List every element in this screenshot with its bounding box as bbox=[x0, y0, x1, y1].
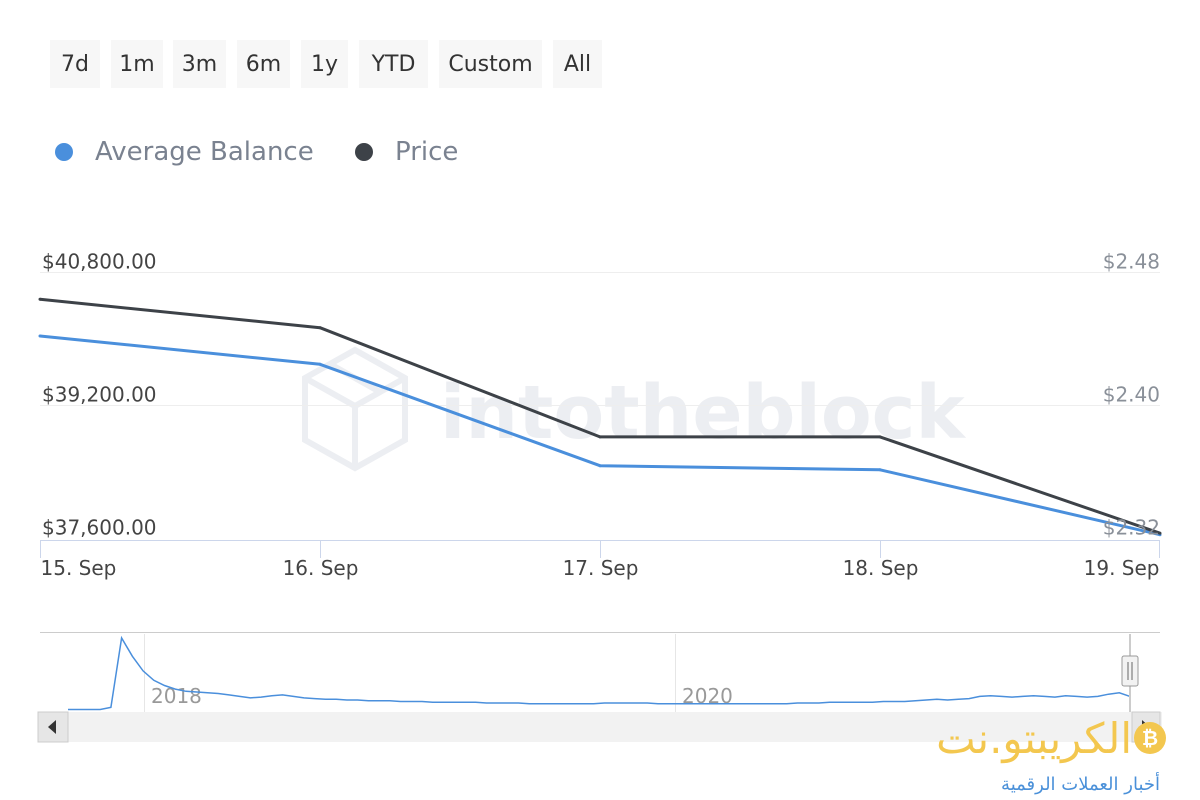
legend-dot-price bbox=[355, 143, 373, 161]
data-point-average-balance bbox=[318, 362, 322, 366]
range-button-6m[interactable]: 6m bbox=[237, 40, 290, 88]
legend-dot-average-balance bbox=[55, 143, 73, 161]
grid-layer bbox=[40, 272, 1160, 406]
range-button-ytd[interactable]: YTD bbox=[359, 40, 428, 88]
range-button-1y[interactable]: 1y bbox=[301, 40, 348, 88]
legend-item-average-balance[interactable]: Average Balance bbox=[55, 134, 314, 170]
data-point-average-balance bbox=[878, 468, 882, 472]
y-left-tick-label: $39,200.00 bbox=[42, 383, 157, 407]
x-tick-label: 17. Sep bbox=[563, 556, 639, 580]
data-point-price bbox=[878, 435, 882, 439]
y-right-tick-label: $2.40 bbox=[1103, 383, 1160, 407]
data-point-price bbox=[38, 297, 42, 301]
watermark-logo-icon bbox=[302, 346, 408, 472]
legend-item-price[interactable]: Price bbox=[355, 134, 458, 170]
data-point-average-balance bbox=[38, 334, 42, 338]
alcrypto-logo: الكريبتو.نت ₿ أخبار العملات الرقمية bbox=[860, 708, 1200, 800]
series-line-price bbox=[39, 297, 1161, 535]
y-right-tick-label: $2.32 bbox=[1103, 516, 1160, 540]
x-tick-label: 18. Sep bbox=[843, 556, 919, 580]
main-chart: $40,800.00 $39,200.00 $37,600.00 $2.48 $2.40… bbox=[38, 250, 1162, 581]
data-point-price bbox=[318, 326, 322, 330]
x-tick-label: 15. Sep bbox=[41, 556, 117, 580]
data-point-price bbox=[1158, 531, 1162, 535]
x-tick-label: 19. Sep bbox=[1084, 556, 1160, 580]
navigator-handle-right[interactable] bbox=[1121, 655, 1139, 687]
logo-subtitle: أخبار العملات الرقمية bbox=[1001, 774, 1160, 795]
range-button-all[interactable]: All bbox=[553, 40, 602, 88]
y-left-tick-label: $37,600.00 bbox=[42, 516, 157, 540]
y-left-tick-label: $40,800.00 bbox=[42, 250, 157, 274]
range-button-1m[interactable]: 1m bbox=[111, 40, 163, 88]
axis-layer bbox=[40, 540, 1160, 558]
watermark-text: intotheblock bbox=[440, 370, 967, 456]
data-point-price bbox=[598, 435, 602, 439]
y-right-tick-label: $2.48 bbox=[1103, 250, 1160, 274]
range-button-3m[interactable]: 3m bbox=[173, 40, 226, 88]
scroll-left-button[interactable] bbox=[37, 711, 69, 743]
x-tick-label: 16. Sep bbox=[283, 556, 359, 580]
logo-title: الكريبتو.نت bbox=[936, 714, 1132, 763]
range-button-7d[interactable]: 7d bbox=[50, 40, 100, 88]
legend-label-price: Price bbox=[395, 137, 459, 167]
label-layer: $40,800.00 $39,200.00 $37,600.00 $2.48 $2.40… bbox=[41, 250, 1161, 581]
bitcoin-coin-icon: ₿ bbox=[1134, 722, 1166, 754]
range-button-custom[interactable]: Custom bbox=[439, 40, 542, 88]
series-layer bbox=[38, 297, 1162, 537]
legend-label-average-balance: Average Balance bbox=[95, 137, 314, 167]
navigator-scrollbar-track[interactable] bbox=[38, 712, 1162, 742]
data-point-average-balance bbox=[598, 464, 602, 468]
